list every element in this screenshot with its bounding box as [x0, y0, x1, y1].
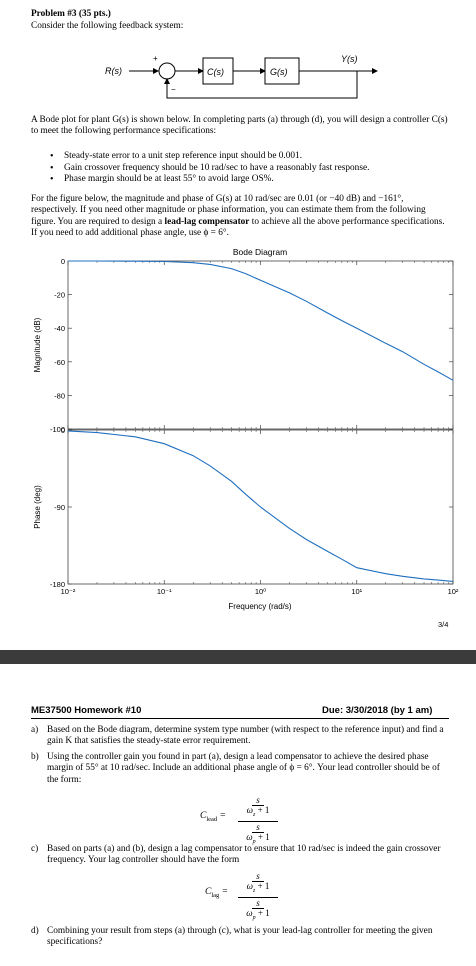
spec-item: Phase margin should be at least 55° to a…	[50, 174, 450, 186]
part-letter: a)	[31, 725, 39, 735]
part-d: d) Combining your result from steps (a) …	[31, 926, 449, 949]
problem-subtitle: Consider the following feedback system:	[31, 21, 184, 31]
part-b: b) Using the controller gain you found i…	[31, 752, 449, 786]
lag-fraction: s ωz + 1 s ωp + 1	[238, 872, 278, 923]
design-text-b: to achieve all the above performance spe…	[31, 216, 445, 239]
minus-sign: −	[171, 85, 176, 94]
part-letter: d)	[31, 926, 39, 936]
magnitude-axes	[67, 260, 454, 430]
phase-curve	[67, 430, 454, 582]
bode-diagram: Bode Diagram Magnitude (dB) Phase (deg) …	[33, 247, 459, 611]
part-c: c) Based on parts (a) and (b), design a …	[31, 844, 449, 867]
course-header: ME37500 Homework #10	[31, 705, 142, 716]
chart-title: Bode Diagram	[233, 247, 287, 257]
x-tick-label: 10¹	[351, 587, 362, 596]
spec-list: Steady-state error to a unit step refere…	[50, 151, 450, 186]
phase-ylabel: Phase (deg)	[33, 485, 42, 529]
lead-fraction: s ωz + 1 s ωp + 1	[238, 796, 278, 847]
page-separator	[0, 650, 476, 664]
mag-y-tick-label: -20	[54, 291, 65, 300]
part-text: Using the controller gain you found in p…	[47, 752, 440, 785]
mag-y-tick-label: -80	[54, 391, 65, 400]
lag-lhs: Clag =	[205, 887, 229, 899]
x-tick-label: 10⁻²	[61, 587, 76, 596]
input-label: R(s)	[105, 66, 122, 76]
plant-block	[264, 57, 300, 85]
magnitude-ylabel: Magnitude (dB)	[33, 317, 42, 372]
problem-title: Problem #3 (35 pts.)	[31, 9, 111, 19]
phase-y-tick-label: -90	[54, 503, 65, 512]
design-text-a: For the figure below, the magnitude and …	[31, 194, 426, 227]
header-rule	[31, 718, 449, 719]
x-tick-label: 10⁻¹	[157, 587, 172, 596]
x-axis-label: Frequency (rad/s)	[228, 602, 291, 611]
part-letter: b)	[31, 752, 39, 762]
due-date: Due: 3/30/2018 (by 1 am)	[322, 705, 433, 716]
design-paragraph: For the figure below, the magnitude and …	[31, 194, 449, 240]
part-text: Based on parts (a) and (b), design a lag…	[47, 844, 441, 866]
phase-y-tick-label: 0	[61, 426, 65, 435]
spec-item: Gain crossover frequency should be 10 ra…	[50, 163, 450, 175]
plant-label: G(s)	[270, 67, 288, 77]
phase-y-tick-label: -180	[50, 580, 65, 589]
magnitude-curve	[68, 260, 454, 381]
output-label: Y(s)	[341, 54, 358, 64]
mag-y-tick-label: 0	[61, 257, 65, 266]
part-text: Combining your result from steps (a) thr…	[47, 926, 433, 948]
mag-y-tick-label: -40	[54, 324, 65, 333]
mag-y-tick-label: -60	[54, 358, 65, 367]
spec-item: Steady-state error to a unit step refere…	[50, 151, 450, 163]
lead-lhs: Clead =	[200, 811, 226, 823]
x-tick-label: 10⁰	[255, 587, 266, 596]
design-text-bold: lead-lag compensator	[164, 216, 250, 227]
x-tick-label: 10²	[448, 587, 459, 596]
controller-label: C(s)	[207, 67, 224, 77]
part-a: a) Based on the Bode diagram, determine …	[31, 725, 449, 748]
plus-sign: +	[153, 54, 158, 63]
mag-y-tick-label: -100	[50, 425, 65, 434]
intro-paragraph: A Bode plot for plant G(s) is shown belo…	[31, 115, 448, 137]
page-number: 3/4	[438, 620, 449, 629]
block-diagram: R(s) + C(s) G(s) Y(s) −	[105, 54, 378, 99]
summing-junction	[158, 62, 176, 80]
part-text: Based on the Bode diagram, determine sys…	[47, 725, 444, 747]
part-letter: c)	[31, 844, 39, 854]
